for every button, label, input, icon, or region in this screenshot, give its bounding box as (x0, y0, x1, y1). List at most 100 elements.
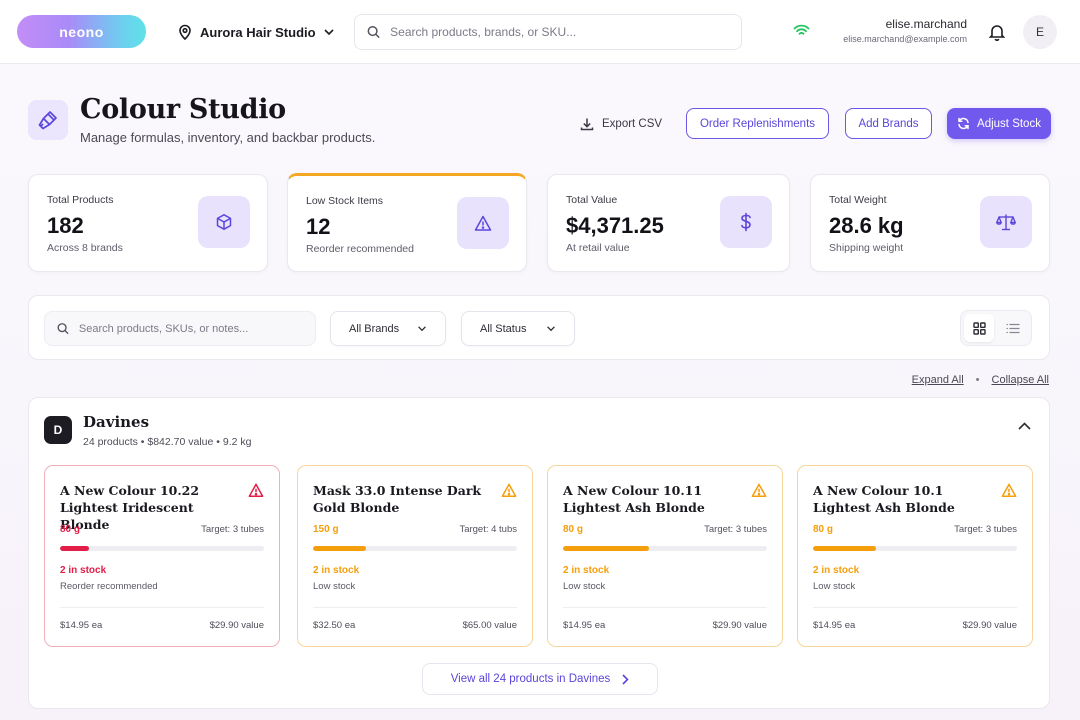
add-brands-button[interactable]: Add Brands (845, 108, 932, 139)
stock-status: Reorder recommended (60, 581, 158, 592)
stock-level-fill (563, 546, 649, 551)
adjust-stock-button[interactable]: Adjust Stock (947, 108, 1051, 139)
total-value: $29.90 value (962, 620, 1017, 631)
product-weight: 150 g (313, 524, 339, 535)
card-divider (60, 607, 264, 608)
status-filter-select[interactable]: All Status (461, 311, 575, 346)
stock-status: Low stock (563, 581, 606, 592)
location-switcher[interactable]: Aurora Hair Studio (178, 22, 334, 42)
stat-note: At retail value (566, 242, 630, 254)
product-search-input[interactable] (78, 322, 315, 335)
stock-level-bar (313, 546, 517, 551)
separator-dot: • (975, 374, 980, 386)
stat-note: Across 8 brands (47, 242, 123, 254)
user-name: elise.marchand (885, 17, 967, 31)
stock-count: 2 in stock (563, 565, 610, 576)
list-view-button[interactable] (998, 314, 1028, 342)
location-name: Aurora Hair Studio (200, 24, 316, 40)
product-target: Target: 3 tubes (954, 524, 1017, 535)
search-icon (57, 323, 69, 335)
global-search-input[interactable] (390, 25, 741, 39)
stock-level-fill (813, 546, 877, 551)
stat-card-total-value: Total Value $4,371.25 At retail value (547, 174, 790, 272)
download-icon (580, 118, 594, 131)
search-icon (367, 25, 380, 39)
collapse-all-link[interactable]: Collapse All (991, 374, 1049, 386)
stat-value: 182 (47, 213, 84, 238)
scale-icon (996, 214, 1016, 231)
warning-triangle-icon (1001, 483, 1017, 497)
unit-price: $14.95 ea (563, 620, 606, 631)
unit-price: $14.95 ea (60, 620, 103, 631)
brand-panel-davines: D Davines 24 products • $842.70 value • … (28, 397, 1050, 709)
stock-status: Low stock (313, 581, 356, 592)
top-bar: neono Aurora Hair Studio elise.marchand … (0, 0, 1080, 64)
warning-triangle-icon (248, 483, 264, 497)
stat-label: Total Value (566, 194, 618, 206)
export-csv-label: Export CSV (602, 118, 663, 130)
filter-bar: All Brands All Status (28, 295, 1050, 360)
adjust-stock-label: Adjust Stock (977, 117, 1041, 130)
colour-studio-tile (28, 100, 68, 140)
stat-card-low-stock: Low Stock Items 12 Reorder recommended (287, 173, 527, 272)
brand-meta: 24 products • $842.70 value • 9.2 kg (83, 436, 252, 448)
product-name: A New Colour 10.1 Lightest Ash Blonde (813, 483, 955, 515)
unit-price: $14.95 ea (813, 620, 856, 631)
chevron-up-icon[interactable] (1018, 422, 1031, 430)
stat-value: 12 (306, 214, 331, 239)
grid-view-button[interactable] (964, 314, 994, 342)
stat-label: Total Products (47, 194, 114, 206)
unit-price: $32.50 ea (313, 620, 356, 631)
dollar-icon (741, 212, 751, 232)
product-target: Target: 4 tubs (459, 524, 517, 535)
stat-label: Total Weight (829, 194, 887, 206)
stat-note: Shipping weight (829, 242, 904, 254)
card-divider (313, 607, 517, 608)
app-logo[interactable]: neono (17, 15, 146, 48)
wifi-icon (793, 24, 810, 35)
expand-all-link[interactable]: Expand All (911, 374, 964, 386)
stat-icon-tile (720, 196, 772, 248)
view-toggle (960, 310, 1032, 346)
product-card[interactable]: A New Colour 10.22 Lightest Iridescent B… (44, 465, 280, 647)
user-info[interactable]: elise.marchand elise.marchand@example.co… (843, 17, 967, 46)
list-icon (1006, 323, 1020, 333)
product-card[interactable]: Mask 33.0 Intense Dark Gold Blonde 150 g T… (297, 465, 533, 647)
stat-icon-tile (198, 196, 250, 248)
product-name: A New Colour 10.11 Lightest Ash Blonde (563, 483, 705, 515)
stock-level-fill (60, 546, 89, 551)
avatar[interactable]: E (1023, 15, 1057, 49)
stat-value: $4,371.25 (566, 213, 664, 238)
product-name: A New Colour 10.22 Lightest Iridescent B… (60, 483, 200, 532)
paintbrush-icon (38, 111, 57, 130)
export-csv-button[interactable]: Export CSV (580, 112, 662, 136)
stat-icon-tile (457, 197, 509, 249)
chevron-down-icon (418, 325, 426, 331)
product-name: Mask 33.0 Intense Dark Gold Blonde (313, 483, 482, 515)
product-target: Target: 3 tubes (704, 524, 767, 535)
product-weight: 80 g (813, 524, 834, 535)
stock-status: Low stock (813, 581, 856, 592)
stat-label: Low Stock Items (306, 195, 384, 207)
chevron-down-icon (324, 28, 334, 35)
bell-icon[interactable] (989, 23, 1005, 41)
warning-triangle-icon (751, 483, 767, 497)
view-all-products-button[interactable]: View all 24 products in Davines (422, 663, 658, 695)
user-email: elise.marchand@example.com (843, 34, 967, 44)
stat-icon-tile (980, 196, 1032, 248)
order-replenishments-button[interactable]: Order Replenishments (686, 108, 829, 139)
warning-triangle-icon (474, 215, 492, 231)
product-target: Target: 3 tubes (201, 524, 264, 535)
brand-filter-select[interactable]: All Brands (330, 311, 446, 346)
stock-count: 2 in stock (813, 565, 860, 576)
stock-level-fill (313, 546, 367, 551)
total-value: $29.90 value (712, 620, 767, 631)
card-divider (563, 607, 767, 608)
card-divider (813, 607, 1017, 608)
map-pin-icon (179, 24, 191, 40)
brand-filter-value: All Brands (349, 322, 400, 335)
product-card[interactable]: A New Colour 10.1 Lightest Ash Blonde 80 … (797, 465, 1033, 647)
product-search (44, 311, 316, 346)
stat-card-total-products: Total Products 182 Across 8 brands (28, 174, 268, 272)
product-card[interactable]: A New Colour 10.11 Lightest Ash Blonde 80… (547, 465, 783, 647)
